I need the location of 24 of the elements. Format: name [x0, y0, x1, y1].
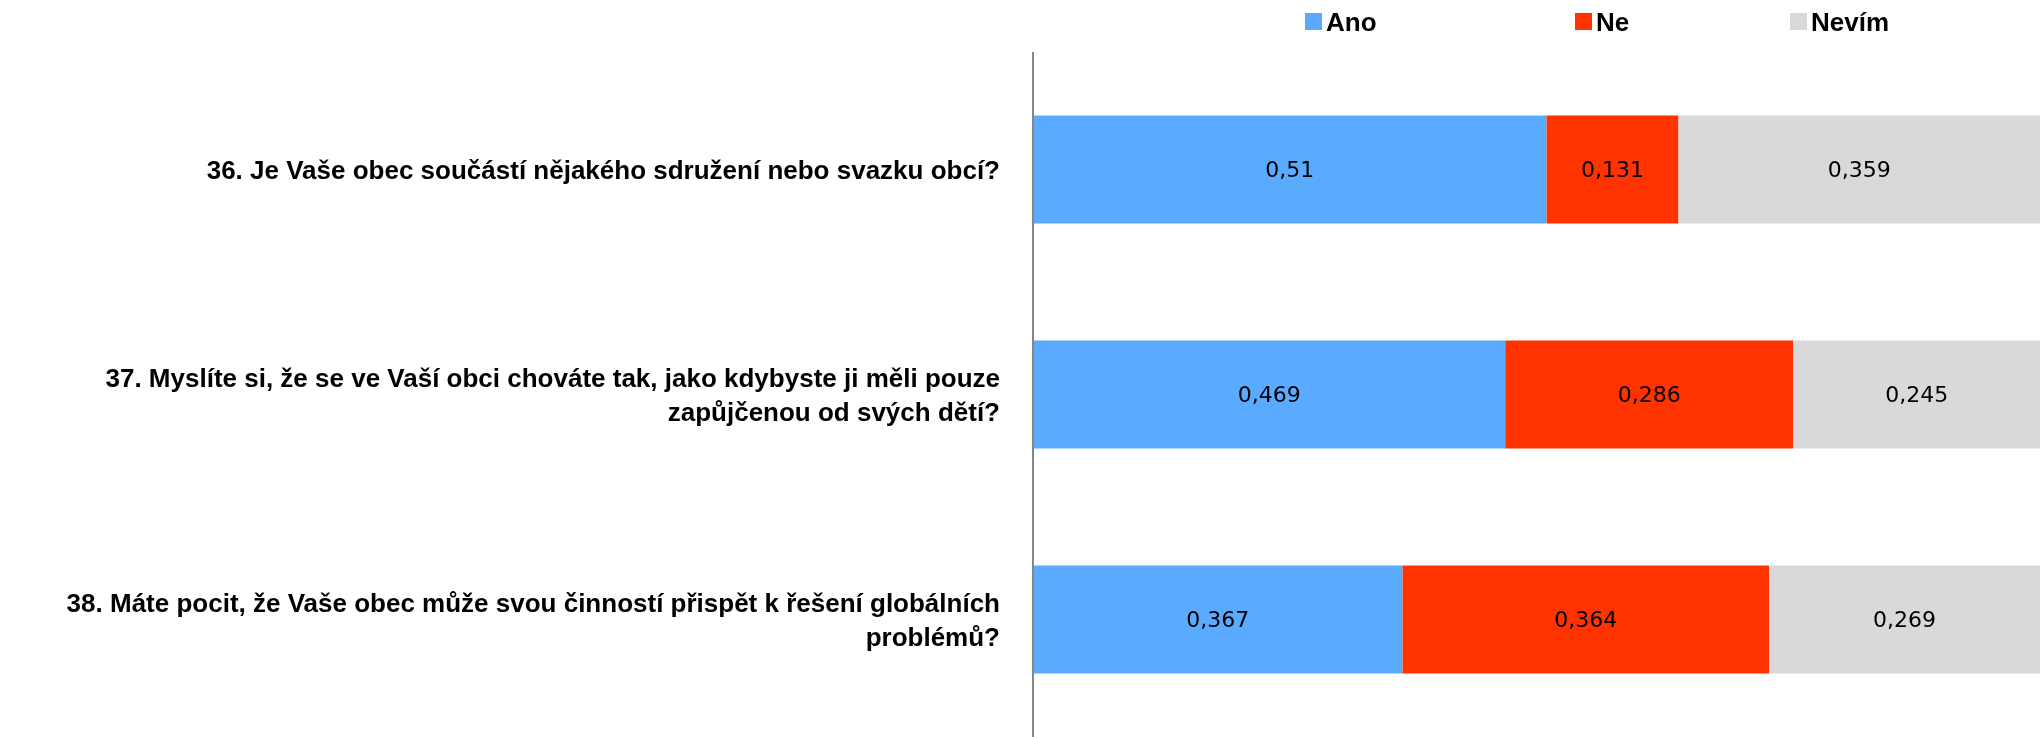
- bar: [1033, 565, 1403, 674]
- y-tick-label: 37. Myslíte si, že se ve Vaší obci chováte tak, jako kdybyste ji měli pouze zapůjčenou od svých dětí?: [105, 362, 1000, 427]
- legend-label: Ne: [1596, 7, 1630, 38]
- bar: [1505, 340, 1794, 449]
- bar: [1033, 340, 1506, 449]
- bar: [1033, 115, 1547, 224]
- bar: [1793, 340, 2041, 449]
- legend-label: Nevím: [1811, 7, 1890, 38]
- data-label: 0,359: [1827, 157, 1891, 183]
- bar: [1546, 115, 1679, 224]
- data-label: 0,469: [1237, 382, 1301, 408]
- bar: [1402, 565, 1770, 674]
- data-label: 0,51: [1265, 157, 1315, 183]
- bar: [1678, 115, 2040, 224]
- y-tick-label: 38. Máte pocit, že Vaše obec může svou činností přispět k řešení globálních problémů?: [66, 587, 1000, 652]
- bar: [1769, 565, 2040, 674]
- data-label: 0,269: [1873, 607, 1937, 633]
- data-label: 0,364: [1554, 607, 1618, 633]
- data-label: 0,245: [1885, 382, 1949, 408]
- y-tick-label: 36. Je Vaše obec součástí nějakého sdružení nebo svazku obcí?: [206, 154, 1000, 185]
- legend-label: Ano: [1326, 7, 1377, 38]
- data-label: 0,367: [1186, 607, 1250, 633]
- data-label: 0,286: [1617, 382, 1681, 408]
- data-label: 0,131: [1581, 157, 1645, 183]
